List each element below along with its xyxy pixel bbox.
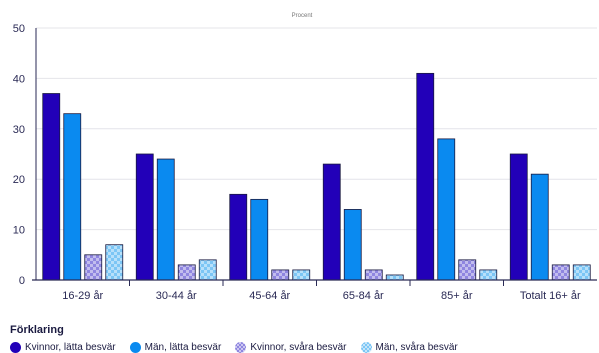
y-tick-label: 10 bbox=[13, 225, 25, 237]
bar[interactable] bbox=[551, 264, 570, 281]
bars bbox=[42, 72, 591, 281]
y-tick-label: 0 bbox=[19, 275, 25, 287]
legend-item[interactable]: Kvinnor, svåra besvär bbox=[235, 342, 347, 353]
legend-swatch bbox=[235, 342, 247, 353]
bar-chart: Procent 0 10 20 30 40 50 16-29 år 30-44 år 45-64… bbox=[13, 13, 597, 302]
bar[interactable] bbox=[135, 153, 154, 281]
axes: 0 10 20 30 40 50 16-29 år 30-44 år 45-64 år 65-84… bbox=[13, 23, 597, 302]
unit-label: Procent bbox=[292, 13, 313, 19]
bar[interactable] bbox=[479, 269, 498, 281]
bar[interactable] bbox=[458, 259, 477, 281]
bar[interactable] bbox=[292, 269, 311, 281]
bar[interactable] bbox=[437, 138, 456, 281]
y-tick-label: 50 bbox=[13, 23, 25, 35]
legend-swatch bbox=[10, 342, 21, 353]
legend-label: Kvinnor, lätta besvär bbox=[25, 342, 116, 353]
legend-label: Kvinnor, svåra besvär bbox=[250, 342, 347, 353]
legend-label: Män, svåra besvär bbox=[375, 342, 458, 353]
legend: Förklaring Kvinnor, lätta besvär Män, lät… bbox=[10, 324, 595, 353]
bar[interactable] bbox=[250, 198, 269, 281]
bar[interactable] bbox=[530, 173, 549, 281]
x-tick-label: 85+ år bbox=[441, 290, 473, 302]
y-tick-label: 40 bbox=[13, 73, 25, 85]
x-tick-label: Totalt 16+ år bbox=[520, 290, 581, 302]
bar[interactable] bbox=[42, 93, 61, 281]
bar[interactable] bbox=[572, 264, 591, 281]
legend-swatch bbox=[129, 342, 141, 353]
grid-lines bbox=[36, 27, 597, 231]
x-tick-label: 30-44 år bbox=[156, 290, 197, 302]
bar[interactable] bbox=[364, 269, 383, 281]
bar[interactable] bbox=[509, 153, 528, 281]
legend-item[interactable]: Män, svåra besvär bbox=[360, 342, 458, 353]
bar[interactable] bbox=[322, 163, 341, 281]
legend-item[interactable]: Kvinnor, lätta besvär bbox=[10, 342, 116, 353]
bar[interactable] bbox=[416, 72, 435, 281]
y-tick-label: 20 bbox=[13, 174, 25, 186]
legend-swatch bbox=[360, 342, 372, 353]
bar[interactable] bbox=[385, 274, 404, 281]
x-tick-label: 65-84 år bbox=[343, 290, 384, 302]
bar[interactable] bbox=[198, 259, 217, 281]
legend-title: Förklaring bbox=[10, 324, 64, 336]
bar[interactable] bbox=[271, 269, 290, 281]
bar[interactable] bbox=[84, 254, 103, 281]
bar[interactable] bbox=[343, 209, 362, 281]
bar[interactable] bbox=[229, 193, 248, 281]
y-tick-label: 30 bbox=[13, 124, 25, 136]
bar[interactable] bbox=[63, 113, 82, 281]
legend-items: Kvinnor, lätta besvär Män, lätta besvär Kv… bbox=[10, 342, 595, 353]
x-tick-label: 16-29 år bbox=[62, 290, 103, 302]
bar[interactable] bbox=[105, 244, 124, 281]
legend-label: Män, lätta besvär bbox=[144, 342, 222, 353]
bar[interactable] bbox=[177, 264, 196, 281]
chart-area: Procent 0 10 20 30 40 50 16-29 år 30-44 år 45-64… bbox=[13, 13, 597, 302]
bar[interactable] bbox=[156, 158, 175, 281]
legend-item[interactable]: Män, lätta besvär bbox=[129, 342, 222, 353]
x-tick-label: 45-64 år bbox=[249, 290, 290, 302]
